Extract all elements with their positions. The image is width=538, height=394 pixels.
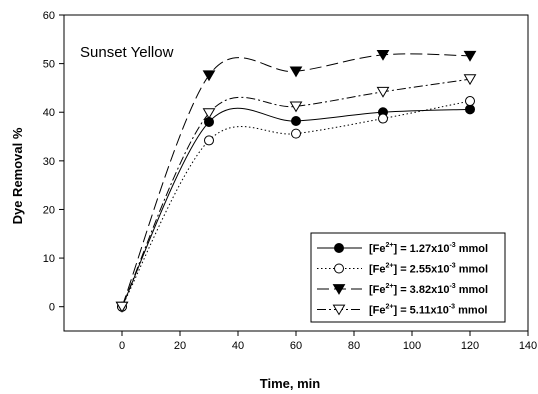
data-point — [289, 101, 303, 113]
y-tick-label: 50 — [43, 59, 55, 71]
y-tick-label: 30 — [43, 156, 55, 168]
x-tick-label: 20 — [174, 340, 186, 352]
series-layer — [115, 49, 477, 313]
axes: 0 20 40 60 80 100 120 140 0 10 20 30 40 50 60 — [43, 10, 537, 352]
y-axis-label: Dye Removal % — [10, 127, 25, 224]
x-tick-label: 80 — [348, 340, 360, 352]
legend-label: [Fe2+] = 5.11x10-3 mmol — [369, 304, 487, 317]
series-4 — [115, 74, 477, 313]
legend-swatch-marker — [332, 304, 346, 316]
data-point — [291, 115, 301, 126]
x-axis-label: Time, min — [260, 376, 321, 391]
x-tick-label: 140 — [519, 340, 537, 352]
legend-label: [Fe2+] = 1.27x10-3 mmol — [369, 242, 488, 255]
series-line — [121, 107, 471, 307]
series-line — [121, 100, 471, 307]
x-tick-label: 120 — [461, 340, 479, 352]
y-tick-label: 40 — [43, 107, 55, 119]
legend-swatch-marker — [334, 243, 344, 253]
series-line — [121, 53, 471, 307]
y-tick-label: 20 — [43, 204, 55, 216]
data-point — [291, 128, 301, 139]
data-point — [204, 135, 214, 146]
y-tick-label: 60 — [43, 10, 55, 22]
data-point — [378, 113, 388, 124]
data-point — [202, 70, 216, 82]
data-point — [463, 50, 477, 62]
y-tick-label: 10 — [43, 253, 55, 265]
data-point — [376, 86, 390, 98]
y-tick-label: 0 — [49, 302, 55, 314]
data-point — [376, 49, 390, 61]
data-point — [115, 301, 129, 313]
data-point — [289, 66, 303, 78]
legend-item: [Fe2+] = 2.55x10-3 mmol — [317, 263, 488, 276]
x-tick-label: 60 — [290, 340, 302, 352]
legend-item: [Fe2+] = 1.27x10-3 mmol — [317, 242, 488, 255]
x-tick-label: 40 — [232, 340, 244, 352]
chart-annotation: Sunset Yellow — [80, 44, 174, 61]
x-tick-label: 100 — [403, 340, 421, 352]
legend-label: [Fe2+] = 2.55x10-3 mmol — [369, 263, 488, 276]
legend-swatch-marker — [332, 284, 346, 295]
legend-swatch-marker — [334, 263, 344, 274]
legend-item: [Fe2+] = 3.82x10-3 mmol — [317, 283, 488, 296]
series-line — [121, 78, 471, 307]
x-tick-label: 0 — [119, 340, 125, 352]
data-point — [463, 74, 477, 86]
data-point — [202, 108, 216, 120]
data-point — [465, 96, 475, 107]
legend-item: [Fe2+] = 5.11x10-3 mmol — [317, 304, 487, 317]
legend: [Fe2+] = 1.27x10-3 mmol [Fe2+] = 2.55x10-… — [310, 232, 506, 323]
data-point — [465, 104, 475, 115]
legend-label: [Fe2+] = 3.82x10-3 mmol — [369, 283, 488, 296]
